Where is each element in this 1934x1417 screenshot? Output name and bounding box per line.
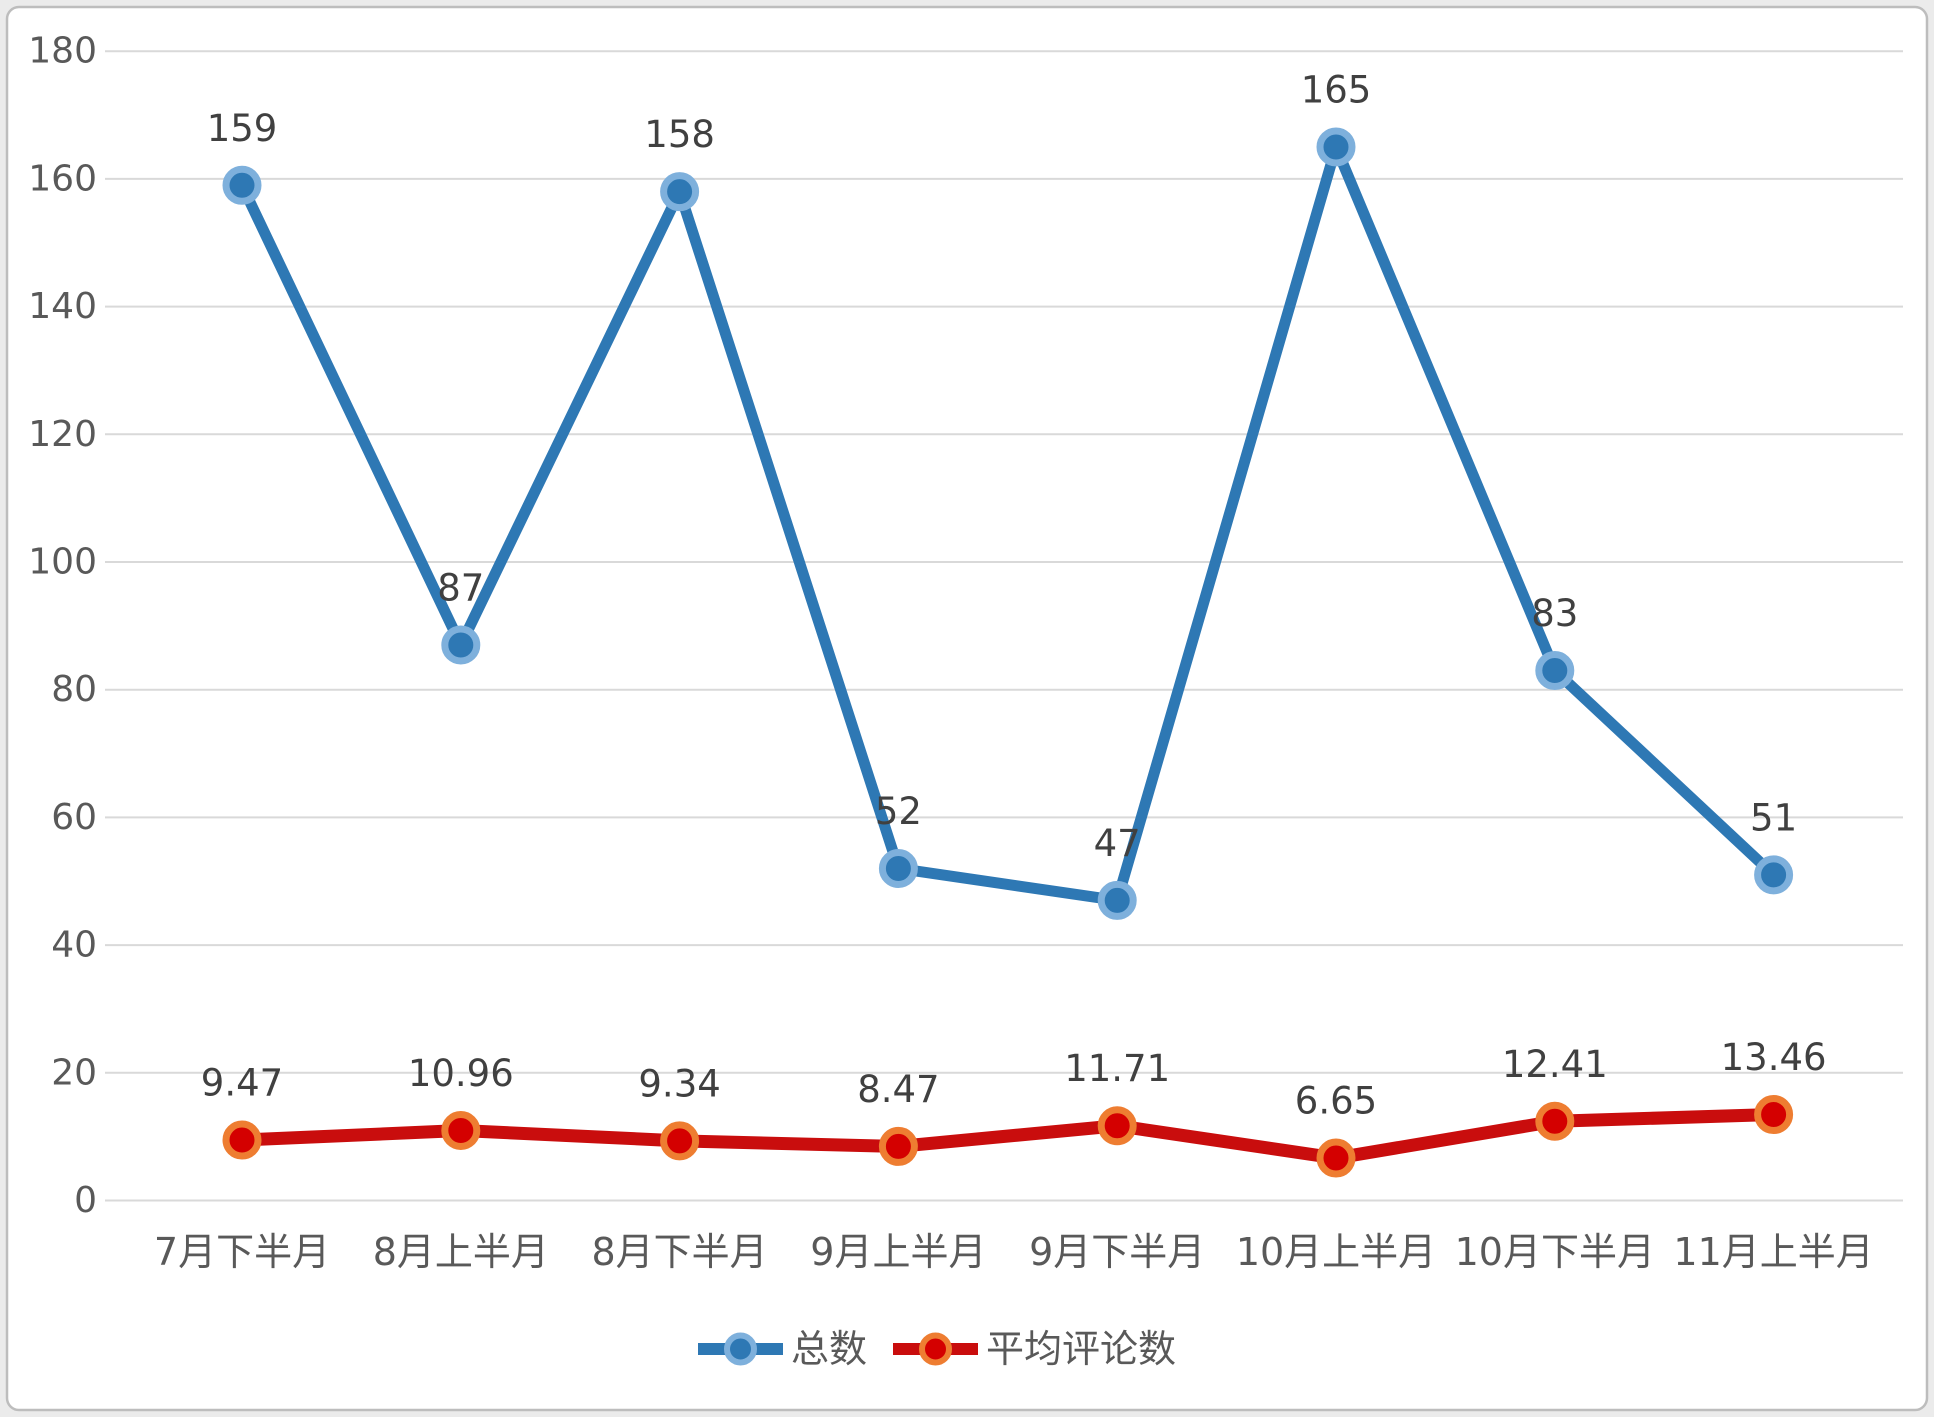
x-tick-label: 10月上半月 xyxy=(1236,1230,1436,1274)
legend-label-total: 总数 xyxy=(791,1327,867,1371)
data-point-marker xyxy=(878,1126,918,1166)
y-tick-label: 100 xyxy=(28,542,97,583)
data-point-marker xyxy=(1097,1106,1137,1146)
data-value-label: 9.34 xyxy=(638,1062,720,1105)
chart-frame xyxy=(5,5,1929,1412)
legend-swatch-marker xyxy=(919,1332,952,1366)
data-point-marker xyxy=(1535,651,1575,691)
data-value-label: 12.41 xyxy=(1502,1043,1608,1086)
data-value-label: 8.47 xyxy=(857,1068,939,1111)
data-point-marker xyxy=(1316,1138,1356,1178)
data-value-label: 158 xyxy=(644,113,715,156)
legend-swatch-marker xyxy=(724,1332,757,1366)
data-point-marker xyxy=(1754,855,1794,895)
data-value-label: 13.46 xyxy=(1721,1036,1827,1079)
data-value-label: 6.65 xyxy=(1295,1080,1377,1123)
data-point-marker xyxy=(441,625,481,665)
y-tick-label: 20 xyxy=(51,1052,97,1093)
y-tick-label: 140 xyxy=(28,286,97,327)
data-value-label: 10.96 xyxy=(408,1052,514,1095)
data-value-label: 11.71 xyxy=(1064,1047,1170,1090)
y-tick-label: 160 xyxy=(28,158,97,199)
total-series-line xyxy=(236,141,1780,906)
x-tick-label: 9月下半月 xyxy=(1029,1230,1205,1274)
y-tick-label: 60 xyxy=(51,797,97,838)
data-point-marker xyxy=(660,1121,700,1161)
data-point-marker xyxy=(1535,1101,1575,1141)
y-tick-label: 80 xyxy=(51,669,97,710)
y-tick-label: 40 xyxy=(51,925,97,966)
x-tick-label: 7月下半月 xyxy=(154,1230,330,1274)
data-point-marker xyxy=(660,172,700,212)
x-tick-label: 10月下半月 xyxy=(1455,1230,1655,1274)
x-tick-label: 8月上半月 xyxy=(373,1230,549,1274)
data-point-marker xyxy=(1097,880,1137,920)
data-point-marker xyxy=(1754,1095,1794,1135)
data-point-marker xyxy=(222,165,262,205)
data-point-marker xyxy=(222,1120,262,1160)
data-value-label: 83 xyxy=(1531,592,1578,635)
x-tick-label: 11月上半月 xyxy=(1673,1230,1873,1274)
y-tick-label: 120 xyxy=(28,414,97,455)
avg-comments-series-line xyxy=(235,1108,1781,1165)
data-point-marker xyxy=(441,1111,481,1151)
data-value-label: 51 xyxy=(1750,796,1797,839)
x-tick-label: 8月下半月 xyxy=(592,1230,768,1274)
y-tick-label: 0 xyxy=(74,1180,97,1221)
data-value-label: 9.47 xyxy=(201,1062,283,1105)
data-point-marker xyxy=(878,848,918,888)
y-tick-label: 180 xyxy=(28,31,97,72)
data-point-marker xyxy=(1316,127,1356,167)
data-value-label: 52 xyxy=(875,790,922,833)
x-tick-label: 9月上半月 xyxy=(810,1230,986,1274)
data-value-label: 87 xyxy=(437,567,484,610)
data-value-label: 47 xyxy=(1094,822,1141,865)
data-value-label: 159 xyxy=(207,107,278,150)
data-value-label: 165 xyxy=(1301,68,1372,111)
legend-label-avg-comments: 平均评论数 xyxy=(986,1327,1176,1371)
